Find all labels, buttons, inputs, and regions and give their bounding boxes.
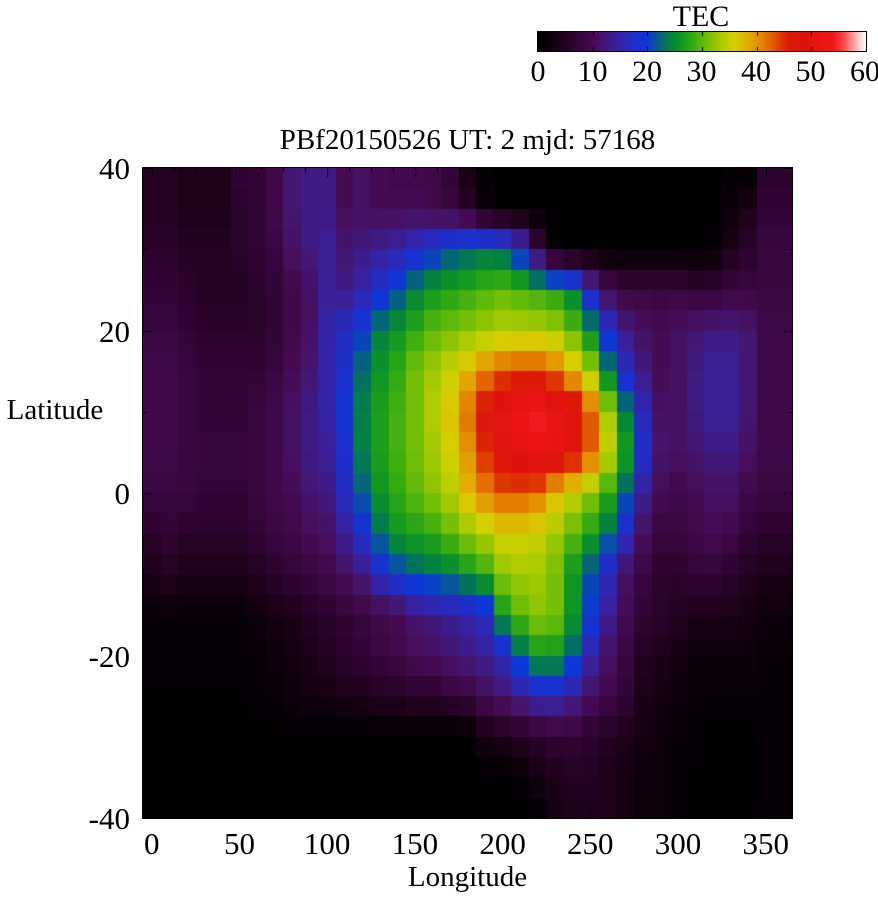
plot-title: PBf20150526 UT: 2 mjd: 57168 bbox=[279, 124, 656, 156]
tec-heatmap-canvas bbox=[143, 168, 792, 818]
colorbar-canvas bbox=[537, 31, 867, 52]
colorbar-title: TEC bbox=[672, 0, 730, 33]
y-tick-label: 0 bbox=[114, 476, 131, 511]
colorbar bbox=[537, 31, 867, 52]
x-tick-label: 200 bbox=[479, 826, 526, 861]
x-tick-label: 350 bbox=[742, 826, 789, 861]
x-tick-label: 0 bbox=[144, 826, 160, 861]
y-tick-label: -40 bbox=[88, 801, 130, 836]
x-tick-label: 100 bbox=[303, 826, 351, 861]
y-axis-label: Latitude bbox=[6, 394, 104, 426]
x-axis-label: Longitude bbox=[407, 861, 528, 893]
x-tick-label: 50 bbox=[223, 826, 255, 861]
x-tick-label: 300 bbox=[654, 826, 702, 861]
x-tick-label: 150 bbox=[391, 826, 439, 861]
colorbar-tick-label: 10 bbox=[577, 55, 608, 88]
colorbar-tick-label: 60 bbox=[850, 55, 878, 88]
colorbar-tick-label: 40 bbox=[741, 55, 771, 88]
colorbar-tick-label: 20 bbox=[632, 55, 662, 88]
heatmap-frame bbox=[142, 167, 793, 819]
y-tick-label: 40 bbox=[99, 151, 130, 186]
y-tick-label: -20 bbox=[88, 638, 130, 674]
colorbar-tick-label: 0 bbox=[530, 55, 546, 88]
colorbar-tick-label: 50 bbox=[795, 55, 826, 88]
colorbar-tick-label: 30 bbox=[686, 55, 717, 88]
y-tick-label: 20 bbox=[99, 313, 130, 349]
x-tick-label: 250 bbox=[567, 826, 614, 861]
